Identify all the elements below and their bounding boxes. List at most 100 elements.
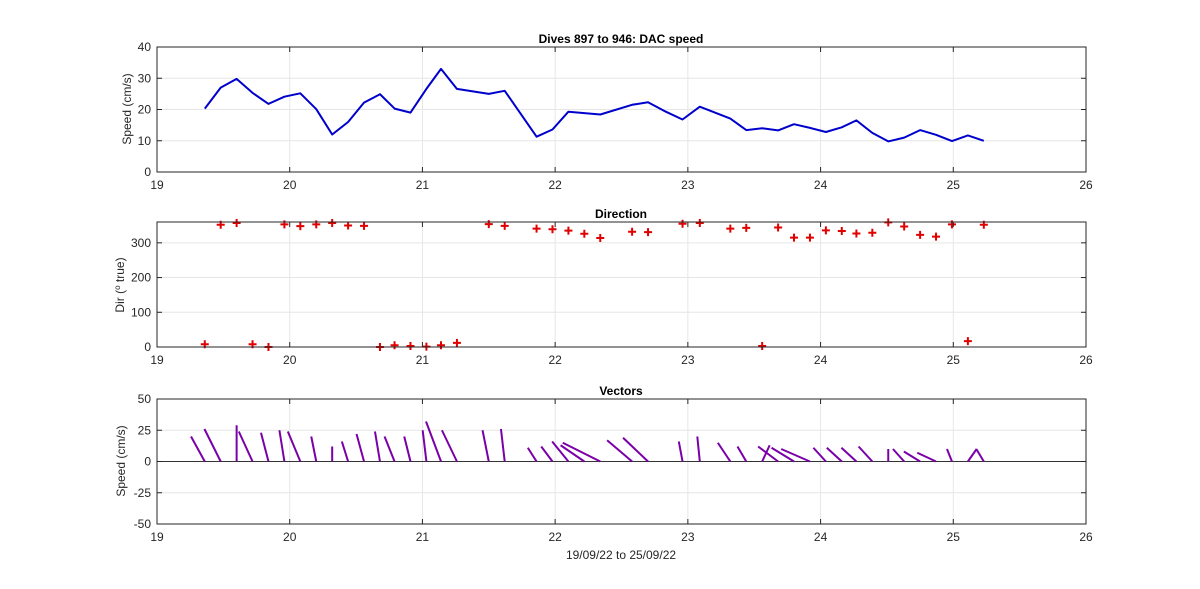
vectors-vector-stick bbox=[481, 430, 490, 462]
direction-point bbox=[900, 222, 909, 231]
direction-xtick-label: 24 bbox=[814, 353, 828, 367]
vectors-xtick-label: 19 bbox=[150, 530, 164, 544]
speed-ytick-label: 10 bbox=[138, 134, 152, 148]
direction-ytick-label: 300 bbox=[131, 236, 151, 250]
vectors-vector-stick bbox=[716, 442, 732, 463]
direction-point bbox=[852, 229, 861, 238]
direction-point bbox=[774, 223, 783, 232]
vectors-vector-stick bbox=[736, 445, 748, 463]
vectors-xtick-label: 24 bbox=[814, 530, 828, 544]
direction-point bbox=[837, 227, 846, 236]
speed-ytick-label: 0 bbox=[144, 165, 151, 179]
speed-series-line bbox=[204, 67, 985, 143]
direction-point bbox=[328, 219, 337, 228]
direction-ytick-label: 0 bbox=[144, 340, 151, 354]
direction-xtick-label: 19 bbox=[150, 353, 164, 367]
vectors-vector-stick bbox=[696, 436, 701, 462]
vectors-vector-stick bbox=[677, 441, 684, 462]
vectors-vector-stick bbox=[946, 448, 953, 462]
vectors-xtick-label: 22 bbox=[548, 530, 562, 544]
vectors-vector-stick bbox=[237, 431, 254, 462]
direction-point bbox=[390, 341, 399, 350]
vectors-vector-stick bbox=[278, 430, 286, 462]
direction-ylabel: Dir (o true) bbox=[113, 257, 128, 312]
vectors-title: Vectors bbox=[599, 384, 643, 398]
direction-point bbox=[790, 233, 799, 242]
speed-xtick-label: 19 bbox=[150, 178, 164, 192]
vectors-panel: Vectors Speed (cm/s) 19/09/22 to 25/09/2… bbox=[114, 384, 1093, 562]
direction-point bbox=[484, 220, 493, 229]
direction-point bbox=[726, 224, 735, 233]
vectors-vector-stick bbox=[373, 431, 381, 462]
speed-xtick-label: 26 bbox=[1079, 178, 1093, 192]
speed-xtick-label: 20 bbox=[283, 178, 297, 192]
vectors-xtick-label: 25 bbox=[947, 530, 961, 544]
direction-point bbox=[628, 227, 637, 236]
speed-title: Dives 897 to 946: DAC speed bbox=[539, 32, 704, 46]
direction-point bbox=[580, 229, 589, 238]
direction-point bbox=[805, 233, 814, 242]
vectors-vector-stick bbox=[857, 445, 874, 463]
direction-point bbox=[452, 338, 461, 347]
direction-point bbox=[232, 219, 241, 228]
direction-xtick-label: 25 bbox=[947, 353, 961, 367]
vectors-ytick-label: -25 bbox=[134, 486, 152, 500]
direction-point bbox=[360, 221, 369, 230]
vectors-vector-stick bbox=[355, 433, 365, 462]
vectors-vector-stick bbox=[975, 448, 985, 463]
speed-ytick-label: 30 bbox=[138, 71, 152, 85]
direction-point bbox=[344, 221, 353, 230]
direction-point bbox=[758, 341, 767, 350]
vectors-vector-stick bbox=[892, 448, 905, 463]
vectors-vector-stick bbox=[812, 447, 827, 463]
direction-point bbox=[821, 226, 830, 235]
direction-point bbox=[596, 233, 605, 242]
vectors-vector-stick bbox=[967, 448, 978, 463]
vectors-vector-stick bbox=[840, 447, 858, 463]
direction-point bbox=[500, 221, 509, 230]
direction-point bbox=[437, 341, 446, 350]
vectors-vector-stick bbox=[771, 446, 795, 463]
vectors-vector-stick bbox=[190, 436, 206, 462]
direction-ytick-label: 100 bbox=[131, 305, 151, 319]
direction-axes-frame bbox=[156, 221, 1087, 348]
vectors-vector-stick bbox=[826, 447, 843, 463]
speed-xtick-label: 25 bbox=[947, 178, 961, 192]
direction-point bbox=[532, 224, 541, 233]
direction-point bbox=[916, 230, 925, 239]
speed-xtick-label: 24 bbox=[814, 178, 828, 192]
speed-ylabel: Speed (cm/s) bbox=[120, 73, 134, 144]
vectors-vector-stick bbox=[499, 428, 506, 462]
direction-xtick-label: 22 bbox=[548, 353, 562, 367]
vectors-vector-stick bbox=[551, 440, 570, 463]
direction-point bbox=[932, 232, 941, 241]
vectors-vector-stick bbox=[780, 448, 811, 463]
vectors-vector-stick bbox=[425, 421, 442, 462]
direction-xtick-label: 21 bbox=[416, 353, 430, 367]
direction-point bbox=[868, 228, 877, 237]
direction-point bbox=[742, 223, 751, 232]
direction-point bbox=[564, 226, 573, 235]
speed-ytick-label: 40 bbox=[138, 40, 152, 54]
vectors-vector-stick bbox=[540, 445, 554, 463]
vectors-vector-stick bbox=[441, 429, 458, 462]
direction-xtick-label: 26 bbox=[1079, 353, 1093, 367]
vectors-xtick-label: 21 bbox=[416, 530, 430, 544]
vectors-vector-stick bbox=[916, 451, 937, 463]
direction-point bbox=[963, 337, 972, 346]
vectors-vector-stick bbox=[340, 441, 350, 462]
vectors-vector-stick bbox=[562, 441, 601, 463]
vectors-ytick-label: 50 bbox=[138, 392, 152, 406]
vectors-xtick-label: 23 bbox=[681, 530, 695, 544]
speed-panel: Dives 897 to 946: DAC speed Speed (cm/s)… bbox=[120, 32, 1093, 192]
vectors-ytick-label: 25 bbox=[138, 423, 152, 437]
vectors-vector-stick bbox=[560, 444, 585, 463]
direction-point bbox=[406, 341, 415, 350]
vectors-vector-stick bbox=[903, 450, 921, 463]
speed-xtick-label: 22 bbox=[548, 178, 562, 192]
vectors-vector-stick bbox=[310, 436, 318, 462]
direction-point bbox=[644, 228, 653, 237]
vectors-vector-stick bbox=[286, 431, 302, 462]
vectors-ytick-label: 0 bbox=[144, 455, 151, 469]
vectors-xtick-label: 20 bbox=[283, 530, 297, 544]
